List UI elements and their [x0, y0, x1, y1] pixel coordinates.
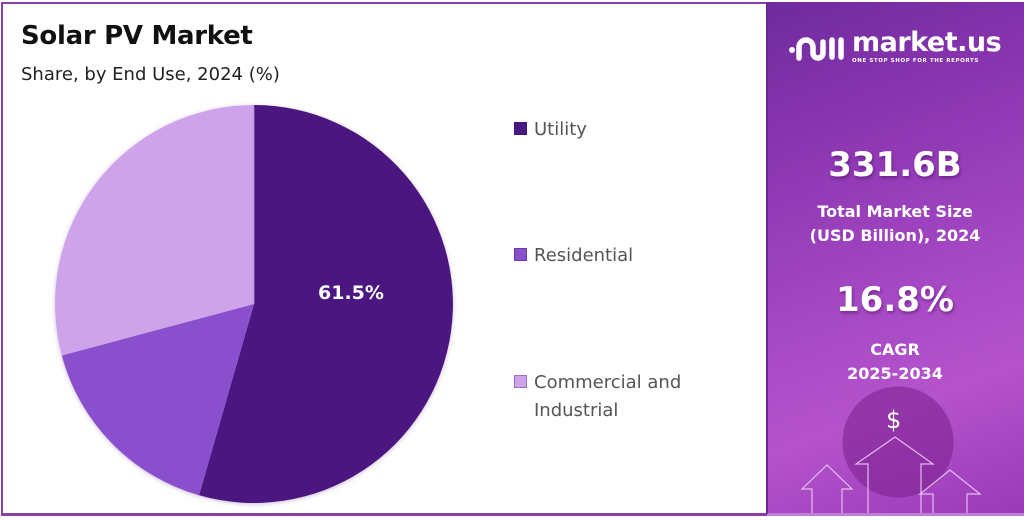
- pie-slice-commercial-industrial: [55, 105, 254, 356]
- cagr-label-line1: CAGR: [870, 340, 920, 359]
- market-us-logo-icon: [789, 37, 844, 61]
- legend-swatch-residential: [514, 248, 527, 261]
- chart-subtitle: Share, by End Use, 2024 (%): [21, 64, 280, 85]
- pie-slice-residential: [61, 304, 254, 496]
- legend-item-commercial-industrial: Commercial and Industrial: [514, 369, 684, 425]
- market-size-label-line1: Total Market Size: [817, 202, 973, 221]
- brand-tagline: ONE STOP SHOP FOR THE REPORTS: [852, 58, 979, 64]
- pie-chart: [55, 105, 453, 503]
- growth-arrows-icon: [800, 436, 982, 513]
- legend-label: Residential: [534, 245, 634, 266]
- legend-item-utility: Utility: [514, 116, 684, 144]
- legend-label: Utility: [534, 119, 587, 140]
- pie-slice-utility: [199, 105, 453, 503]
- summary-panel: market.us ONE STOP SHOP FOR THE REPORTS …: [766, 2, 1024, 516]
- market-size-label-line2: (USD Billion), 2024: [809, 226, 981, 245]
- legend-item-residential: Residential: [514, 242, 684, 270]
- market-size-value: 331.6B: [828, 145, 962, 185]
- chart-title: Solar PV Market: [21, 21, 253, 51]
- cagr-value: 16.8%: [836, 280, 954, 320]
- brand-name: market.us: [852, 27, 1002, 58]
- legend-label: Commercial and Industrial: [534, 372, 682, 421]
- legend-swatch-commercial-industrial: [514, 375, 527, 388]
- cagr-label-line2: 2025-2034: [847, 364, 943, 383]
- brand-logo: market.us ONE STOP SHOP FOR THE REPORTS: [788, 27, 1002, 64]
- legend-swatch-utility: [514, 122, 527, 135]
- chart-panel: Solar PV Market Share, by End Use, 2024 …: [1, 2, 766, 516]
- dollar-icon: $: [886, 406, 902, 434]
- utility-share-label: 61.5%: [318, 282, 384, 304]
